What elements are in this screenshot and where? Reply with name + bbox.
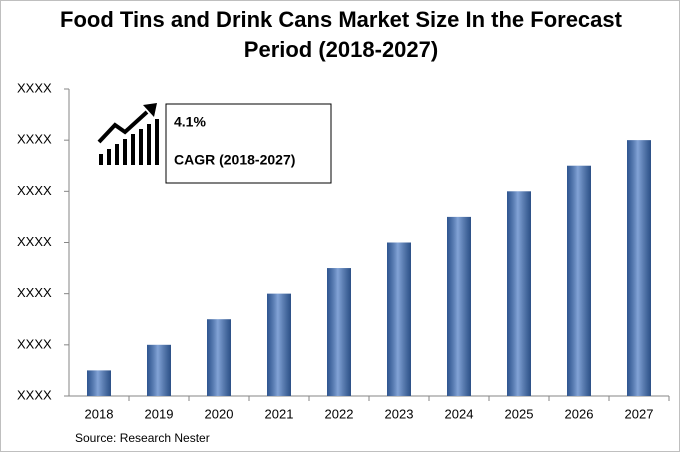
x-tick-label: 2021: [265, 406, 294, 421]
bar-shine: [507, 191, 531, 396]
y-tick-label: XXXX: [17, 234, 52, 249]
bar-shine: [447, 216, 471, 396]
y-tick-label: XXXX: [17, 285, 52, 300]
chart-title: Food Tins and Drink Cans Market Size In …: [60, 7, 622, 62]
x-tick-label: 2023: [385, 406, 414, 421]
y-tick-label: XXXX: [17, 132, 52, 147]
bar-shine: [207, 319, 231, 396]
bar-shine: [627, 140, 651, 396]
y-tick-label: XXXX: [17, 80, 52, 95]
bar-shine: [387, 242, 411, 396]
x-tick-label: 2018: [85, 406, 114, 421]
bar-shine: [87, 370, 111, 396]
bar-shine: [147, 344, 171, 396]
x-tick-label: 2020: [205, 406, 234, 421]
annotation-box: [165, 103, 332, 184]
bar-shine: [327, 268, 351, 396]
annotation-label: CAGR (2018-2027): [174, 152, 295, 168]
x-tick-label: 2019: [145, 406, 174, 421]
y-tick-label: XXXX: [17, 336, 52, 351]
trend-icon: [97, 103, 159, 165]
y-tick-label: XXXX: [17, 387, 52, 402]
annotation-value: 4.1%: [174, 114, 206, 130]
x-tick-label: 2025: [505, 406, 534, 421]
x-tick-label: 2022: [325, 406, 354, 421]
bar-shine: [267, 293, 291, 396]
x-tick-label: 2024: [445, 406, 474, 421]
bar-shine: [567, 165, 591, 396]
y-tick-label: XXXX: [17, 183, 52, 198]
source: Source: Research Nester: [75, 431, 210, 445]
x-tick-label: 2026: [565, 406, 594, 421]
x-tick-label: 2027: [625, 406, 654, 421]
